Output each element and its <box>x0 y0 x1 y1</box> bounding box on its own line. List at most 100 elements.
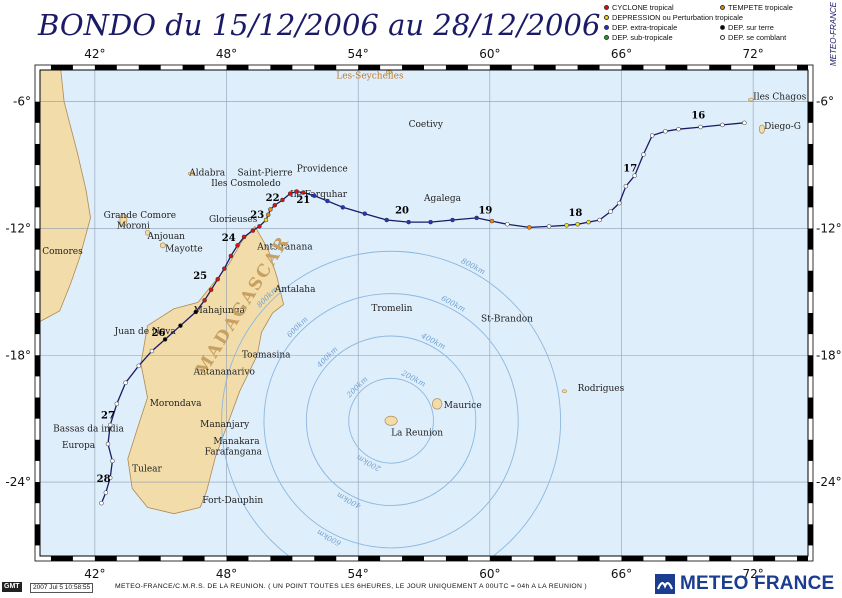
track-point <box>546 224 552 229</box>
track-point <box>623 183 629 189</box>
track-point <box>632 173 637 178</box>
track-point <box>250 228 256 233</box>
legend-label: DEP. se comblant <box>728 33 787 42</box>
frame-tick <box>402 65 424 70</box>
track-point <box>265 212 271 217</box>
track-point <box>235 243 240 248</box>
lon-tick-label: 66° <box>611 47 632 61</box>
frame-tick <box>402 556 424 561</box>
track-point <box>202 298 207 303</box>
frame-tick <box>35 270 40 292</box>
track-point <box>406 219 411 225</box>
legend-item: DEP. sub-tropicale <box>604 33 673 42</box>
legend-item: DEP. extra-tropicale <box>604 23 677 32</box>
legend-swatch <box>720 35 725 40</box>
frame-tick <box>94 65 117 70</box>
frame-tick <box>808 355 813 377</box>
place-label: Iles Cosmoledo <box>211 179 281 189</box>
frame-tick <box>270 556 293 561</box>
place-label: Diego-G <box>764 122 801 132</box>
lat-tick-label: -24° <box>5 475 31 489</box>
frame-tick <box>358 65 381 70</box>
place-label: La Reunion <box>391 429 443 439</box>
frame-tick <box>808 101 813 123</box>
day-label: 18 <box>568 208 582 219</box>
day-label: 23 <box>250 210 264 221</box>
track-point <box>103 490 109 495</box>
day-label: 24 <box>222 233 236 244</box>
lon-tick-label: 72° <box>743 567 764 581</box>
place-label: Bassas da india <box>53 424 124 434</box>
lon-tick-label: 60° <box>479 567 500 581</box>
legend-swatch <box>720 25 725 30</box>
track-point <box>162 337 168 342</box>
track-point <box>649 133 655 138</box>
frame-tick <box>35 355 40 377</box>
track-point <box>340 205 346 210</box>
madagascar-island <box>127 225 285 515</box>
lon-tick-label: 54° <box>348 567 369 581</box>
place-label: Morondava <box>150 399 202 409</box>
track-point <box>193 309 199 315</box>
place-label: Antalaha <box>274 285 316 295</box>
place-label: Coetivy <box>409 120 444 130</box>
track-point <box>428 219 433 225</box>
frame-tick <box>808 270 813 292</box>
lon-tick-label: 66° <box>611 567 632 581</box>
frame-tick <box>358 556 381 561</box>
frame-tick <box>35 397 40 419</box>
range-circle <box>305 335 477 506</box>
island-shape <box>119 213 128 227</box>
legend-label: DEP. extra-tropicale <box>612 23 678 32</box>
legend-label: TEMPETE tropicale <box>728 3 793 12</box>
track-point <box>505 222 510 227</box>
frame-tick <box>808 482 813 504</box>
place-label: Glorieuses <box>209 215 258 225</box>
africa-coast <box>40 70 91 322</box>
frame-tick <box>94 556 117 561</box>
frame-tick <box>808 143 813 166</box>
track-point <box>742 120 747 126</box>
place-label: Maurice <box>444 401 482 411</box>
track-point <box>698 124 703 130</box>
lat-tick-label: -12° <box>816 221 842 235</box>
range-circle <box>348 377 434 464</box>
frame-tick <box>35 101 40 123</box>
frame-tick <box>709 556 732 561</box>
place-label: Mahajunga <box>194 306 246 316</box>
track-point <box>564 223 569 228</box>
frame-tick <box>226 556 249 561</box>
track-point <box>617 200 622 206</box>
track-point <box>586 219 591 225</box>
island-shape <box>159 242 166 249</box>
island-shape <box>747 97 754 102</box>
meteo-france-name: METEO FRANCE <box>680 573 835 594</box>
place-label: Antananarivo <box>193 367 255 377</box>
frame-tick <box>808 524 813 546</box>
track-point <box>597 217 602 223</box>
track-point <box>99 500 104 506</box>
track-point <box>105 441 111 447</box>
track-point <box>280 197 285 203</box>
place-label: Iles Chagos <box>753 93 806 103</box>
track-point <box>228 253 234 259</box>
frame-tick <box>35 313 40 335</box>
day-label: 27 <box>101 411 115 422</box>
frame-tick <box>182 556 205 561</box>
track-point <box>257 224 262 229</box>
place-label: Les-Seychelles <box>336 71 404 81</box>
track-point <box>312 193 317 198</box>
lat-tick-label: -12° <box>5 221 31 235</box>
frame-tick <box>577 556 600 561</box>
frame-tick <box>533 65 556 70</box>
map-title: BONDO du 15/12/2006 au 28/12/2006 <box>38 8 601 42</box>
frame-tick <box>35 228 40 250</box>
place-label: Antsiranana <box>256 243 313 253</box>
gmt-timestamp: 2007 Jul 5 10:58:55 <box>30 583 94 593</box>
day-label: 20 <box>395 206 409 217</box>
legend-swatch <box>604 35 609 40</box>
legend-item: DEP. sur terre <box>720 23 774 32</box>
legend-swatch <box>604 15 609 20</box>
island-shape <box>758 124 765 134</box>
legend-swatch <box>720 5 725 10</box>
